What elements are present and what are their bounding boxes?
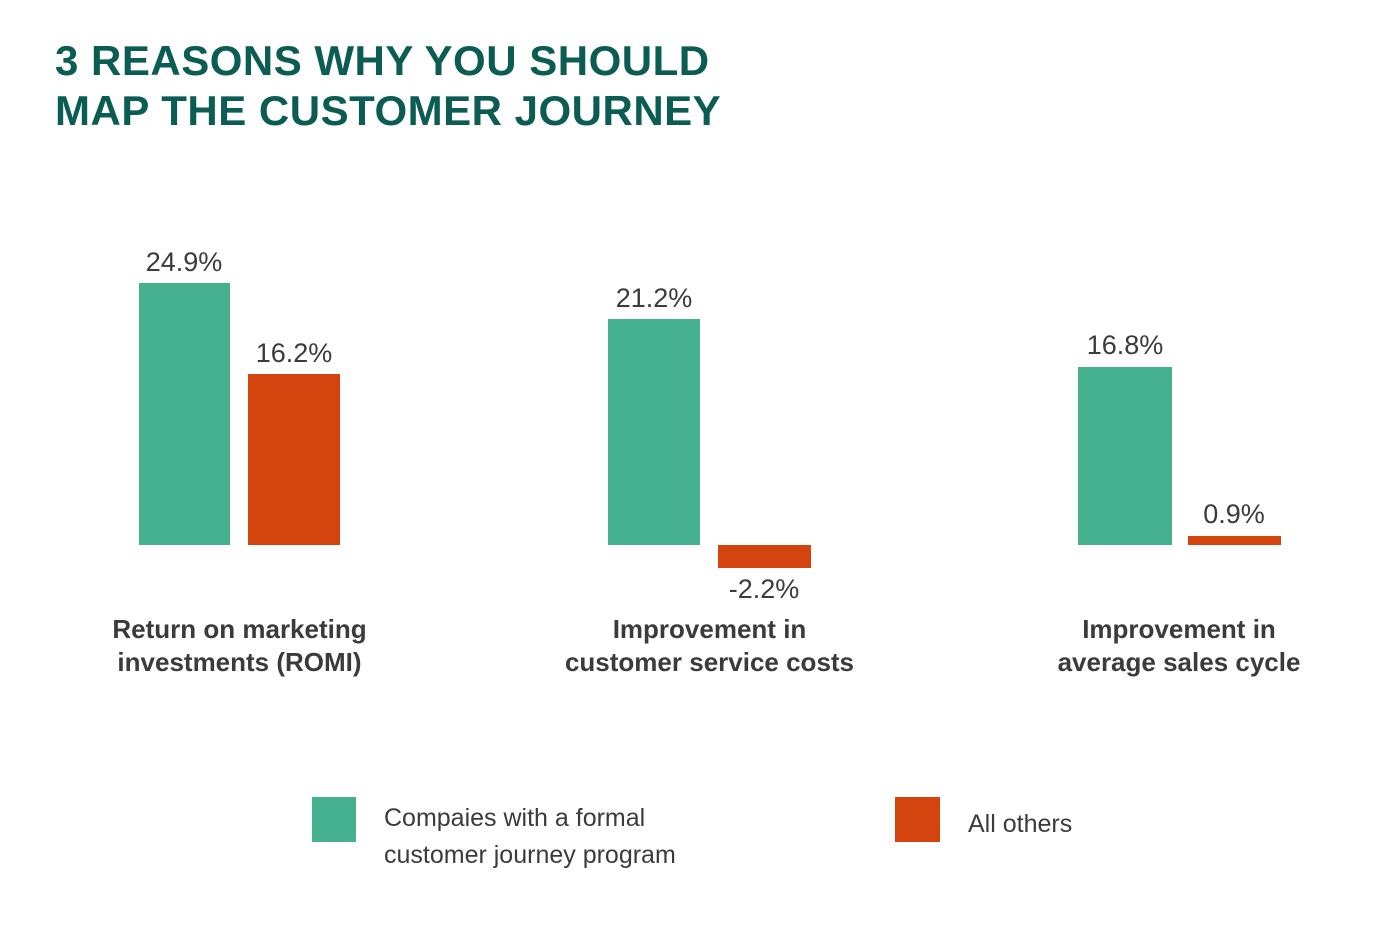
value-label-formal-romi: 24.9% — [145, 247, 223, 277]
page-title-line-1: 3 REASONS WHY YOU SHOULD — [55, 37, 710, 84]
category-label-service-costs-line-1: Improvement in — [612, 614, 807, 644]
bar-formal-sales-cycle — [1078, 367, 1172, 545]
legend-label-formal: Compaies with a formal customer journey … — [384, 800, 676, 874]
legend-swatch-formal — [312, 797, 356, 842]
category-label-service-costs-line-2: customer service costs — [564, 647, 855, 677]
value-label-formal-service-costs: 21.2% — [615, 283, 693, 313]
page-title-line-2: MAP THE CUSTOMER JOURNEY — [55, 87, 722, 134]
legend-label-formal-line-1: Compaies with a formal — [384, 804, 646, 832]
legend-label-others: All others — [968, 806, 1072, 843]
category-label-romi-line-2: investments (ROMI) — [117, 647, 362, 677]
bar-others-sales-cycle — [1188, 536, 1281, 545]
legend-swatch-others — [895, 797, 940, 842]
bar-others-service-costs — [718, 545, 811, 568]
value-label-others-service-costs: -2.2% — [728, 574, 800, 604]
category-label-sales-cycle-line-2: average sales cycle — [1057, 647, 1301, 677]
value-label-others-sales-cycle: 0.9% — [1203, 499, 1265, 529]
value-label-others-romi: 16.2% — [255, 338, 333, 368]
legend-label-others-line-1: All others — [968, 810, 1073, 838]
category-label-romi-line-1: Return on marketing — [112, 614, 367, 644]
page-title: 3 REASONS WHY YOU SHOULD MAP THE CUSTOME… — [55, 36, 721, 136]
value-label-formal-sales-cycle: 16.8% — [1086, 330, 1164, 360]
bar-others-romi — [248, 374, 340, 545]
category-label-sales-cycle-line-1: Improvement in — [1082, 614, 1276, 644]
legend-label-formal-line-2: customer journey program — [384, 841, 676, 869]
category-label-service-costs: Improvement in customer service costs — [549, 613, 870, 679]
category-label-sales-cycle: Improvement in average sales cycle — [1019, 613, 1339, 679]
bar-formal-service-costs — [608, 319, 700, 545]
bar-formal-romi — [139, 283, 230, 545]
category-label-romi: Return on marketing investments (ROMI) — [79, 613, 400, 679]
